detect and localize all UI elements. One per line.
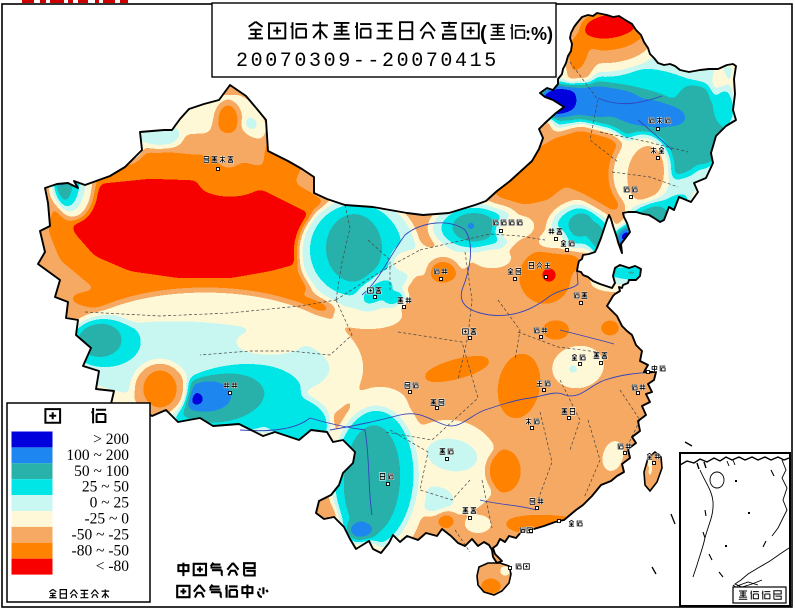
svg-text:-80 ~ -50: -80 ~ -50 (72, 542, 130, 559)
svg-text:-50 ~ -25: -50 ~ -25 (72, 526, 130, 543)
svg-text:20070309--20070415: 20070309--20070415 (236, 50, 499, 73)
svg-text::%): :%) (525, 24, 553, 44)
svg-text:100 ~ 200: 100 ~ 200 (66, 447, 129, 464)
svg-text:0 ~ 25: 0 ~ 25 (90, 495, 130, 512)
svg-text:< -80: < -80 (96, 558, 130, 575)
svg-text:(: ( (480, 23, 487, 45)
svg-text:-25 ~ 0: -25 ~ 0 (84, 511, 129, 528)
svg-text:50 ~ 100: 50 ~ 100 (74, 463, 129, 480)
svg-text:> 200: > 200 (93, 431, 129, 448)
svg-text:25 ~ 50: 25 ~ 50 (82, 479, 129, 496)
